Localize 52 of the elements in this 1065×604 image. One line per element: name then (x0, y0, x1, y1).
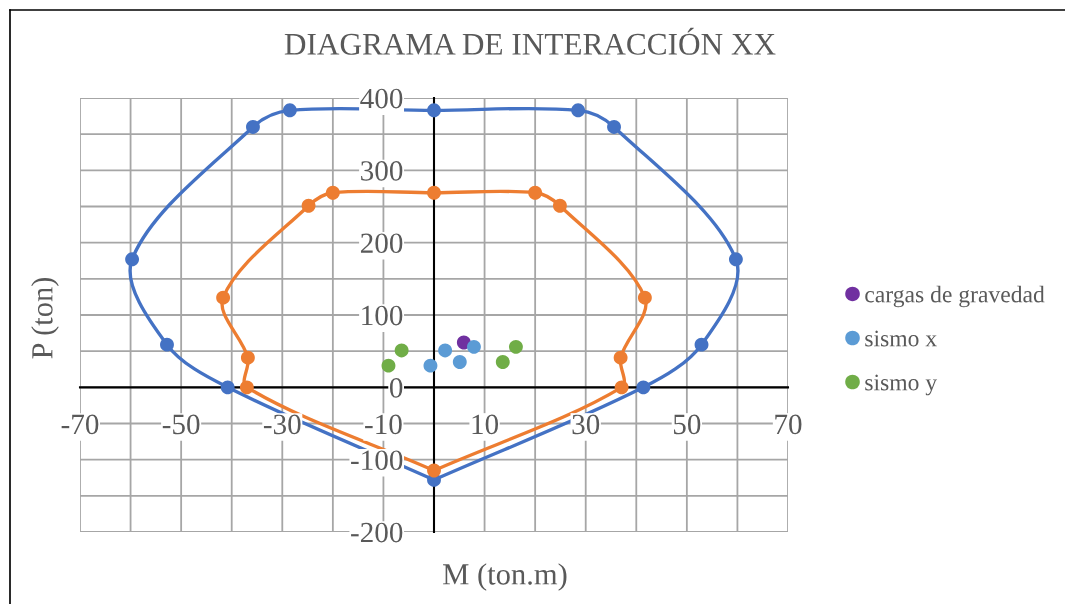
chart-title: DIAGRAMA DE INTERACCIÓN XX (284, 27, 776, 55)
x-tick-label: 30 (572, 414, 600, 435)
y-tick-label: 200 (360, 233, 403, 254)
point (438, 343, 453, 358)
point (452, 355, 467, 369)
x-axis-title: M (ton.m) (443, 563, 567, 591)
point (728, 252, 743, 267)
legend-label: cargas de gravedad (865, 285, 1045, 308)
x-tick-label: 50 (673, 414, 701, 435)
point (282, 103, 297, 118)
point (607, 119, 621, 134)
point (427, 463, 441, 478)
y-tick-label: 300 (361, 161, 403, 181)
y-tick-label: 100 (362, 305, 403, 326)
point (381, 358, 396, 373)
y-axis-title: P (ton) (31, 277, 59, 359)
point (694, 337, 709, 352)
point (427, 185, 441, 200)
y-tick-label: -200 (351, 522, 403, 543)
point (552, 198, 567, 213)
point (636, 380, 651, 395)
x-tick-label: -50 (162, 414, 200, 435)
point (571, 103, 586, 118)
point (508, 339, 523, 354)
y-tick-label: 400 (360, 88, 403, 109)
point (614, 380, 629, 395)
y-tick-label: 0 (389, 378, 403, 398)
point (637, 290, 652, 305)
x-tick-label: -10 (365, 414, 402, 435)
point (423, 358, 438, 373)
y-tick-label: -100 (351, 450, 403, 471)
x-tick-label: 10 (472, 414, 499, 435)
point (216, 290, 231, 305)
x-tick-label: -70 (61, 414, 99, 435)
legend-label: sismo y (865, 374, 938, 396)
point (301, 198, 316, 213)
point (246, 119, 260, 134)
point (125, 252, 140, 267)
point (467, 339, 481, 354)
x-tick-label: 70 (775, 414, 802, 435)
point (528, 185, 543, 200)
point (613, 350, 628, 365)
point (495, 355, 510, 369)
point (239, 380, 254, 395)
legend-label: sismo x (865, 330, 937, 347)
point (427, 103, 441, 118)
point (160, 337, 174, 352)
point (325, 185, 340, 200)
point (394, 343, 409, 358)
point (240, 350, 255, 365)
x-tick-label: -30 (263, 414, 301, 435)
point (220, 380, 235, 395)
